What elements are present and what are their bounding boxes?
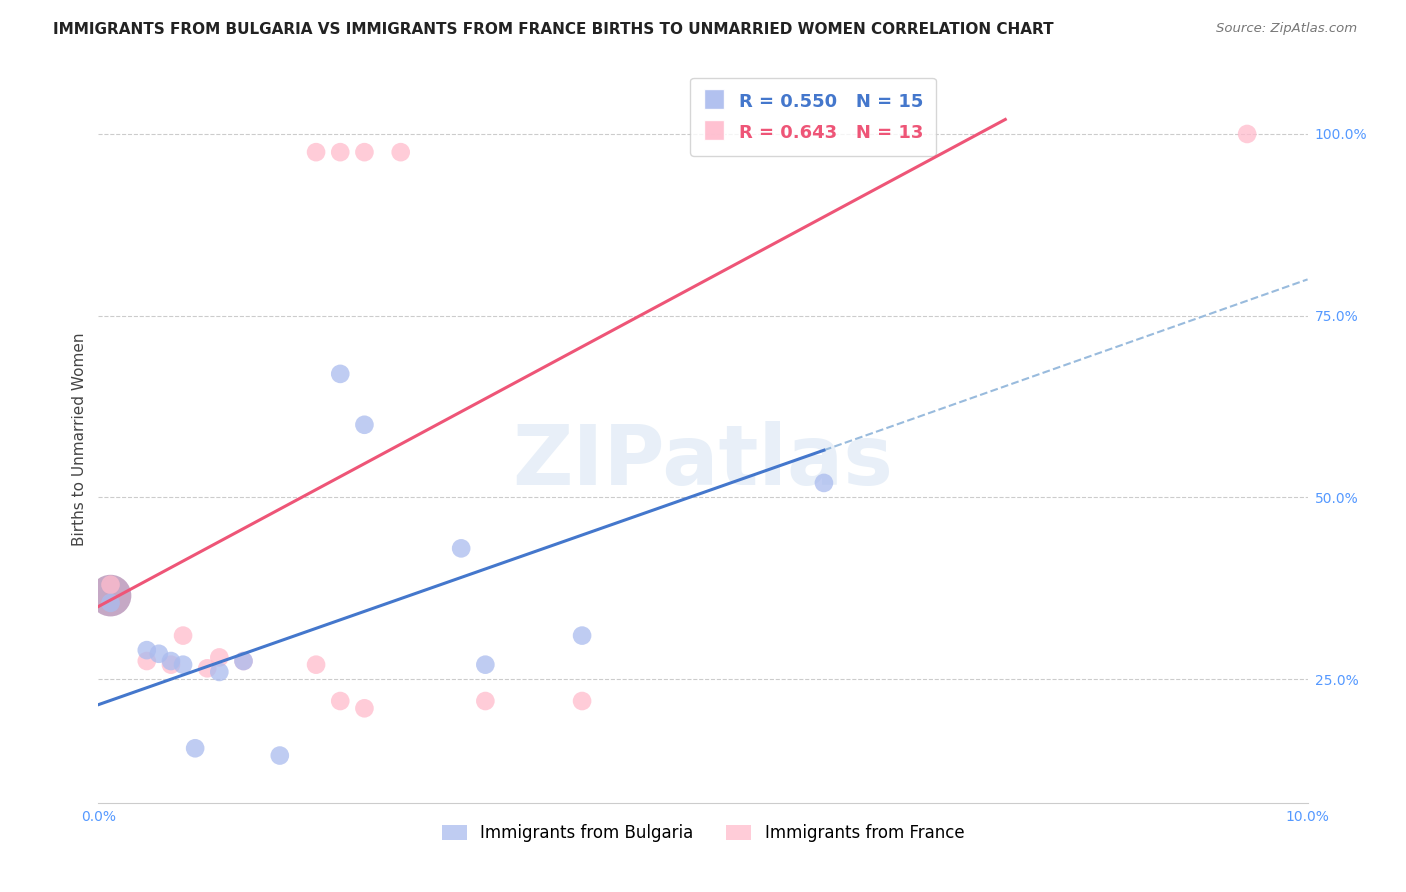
Point bbox=[172, 629, 194, 643]
Text: IMMIGRANTS FROM BULGARIA VS IMMIGRANTS FROM FRANCE BIRTHS TO UNMARRIED WOMEN COR: IMMIGRANTS FROM BULGARIA VS IMMIGRANTS F… bbox=[53, 22, 1054, 37]
Point bbox=[232, 654, 254, 668]
Point bbox=[100, 578, 122, 592]
Point bbox=[571, 629, 593, 643]
Point bbox=[474, 694, 496, 708]
Point bbox=[353, 417, 375, 432]
Point bbox=[474, 657, 496, 672]
Point bbox=[571, 694, 593, 708]
Point bbox=[135, 654, 157, 668]
Text: ZIPatlas: ZIPatlas bbox=[513, 421, 893, 501]
Legend: Immigrants from Bulgaria, Immigrants from France: Immigrants from Bulgaria, Immigrants fro… bbox=[434, 818, 972, 849]
Point bbox=[100, 596, 122, 610]
Point bbox=[1236, 127, 1258, 141]
Point bbox=[232, 654, 254, 668]
Point bbox=[148, 647, 170, 661]
Point bbox=[329, 367, 352, 381]
Point bbox=[305, 145, 328, 160]
Point bbox=[160, 654, 183, 668]
Point bbox=[195, 661, 218, 675]
Y-axis label: Births to Unmarried Women: Births to Unmarried Women bbox=[72, 333, 87, 546]
Text: Source: ZipAtlas.com: Source: ZipAtlas.com bbox=[1216, 22, 1357, 36]
Point bbox=[269, 748, 291, 763]
Point bbox=[184, 741, 207, 756]
Point bbox=[208, 665, 231, 679]
Point bbox=[329, 694, 352, 708]
Point bbox=[160, 657, 183, 672]
Point bbox=[353, 145, 375, 160]
Point bbox=[329, 145, 352, 160]
Point bbox=[135, 643, 157, 657]
Point bbox=[389, 145, 412, 160]
Point bbox=[208, 650, 231, 665]
Point bbox=[450, 541, 472, 556]
Point bbox=[100, 589, 122, 603]
Point bbox=[353, 701, 375, 715]
Point bbox=[305, 657, 328, 672]
Point bbox=[813, 475, 835, 490]
Point bbox=[172, 657, 194, 672]
